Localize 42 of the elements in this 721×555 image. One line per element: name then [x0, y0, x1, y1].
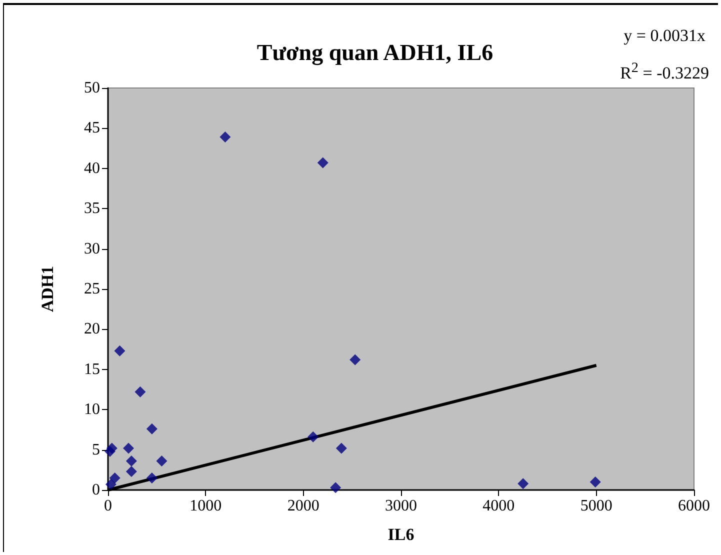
y-tick-label: 5	[92, 441, 100, 458]
point	[123, 442, 134, 454]
y-tick-label: 10	[84, 401, 100, 418]
y-tick-label: 0	[92, 482, 100, 498]
x-tick-label: 6000	[678, 498, 710, 514]
point	[106, 442, 118, 454]
point	[134, 386, 146, 398]
y-tick-label: 50	[84, 80, 100, 96]
x-tick-label: 2000	[287, 498, 320, 514]
point	[156, 456, 168, 467]
x-axis-title: IL6	[388, 525, 414, 544]
point	[330, 482, 342, 494]
text: y = 0.0031x	[622, 25, 706, 47]
chart-title: Tương quan ADH1, IL6	[256, 40, 494, 66]
point	[105, 478, 116, 490]
point	[308, 431, 319, 442]
y-tick-label: 20	[84, 320, 100, 338]
y-tick-label: 45	[84, 120, 100, 137]
x-tick-label: 1000	[190, 498, 222, 514]
point	[317, 157, 328, 168]
y-tick-label: 15	[84, 360, 100, 378]
point	[109, 472, 120, 484]
x-tick-label: 3000	[385, 498, 417, 514]
point	[336, 442, 347, 454]
y-tick-label: 25	[84, 280, 100, 298]
point	[590, 476, 601, 488]
point	[114, 345, 126, 356]
y-tick-label: 35	[84, 200, 100, 218]
point	[518, 478, 529, 490]
point	[220, 132, 231, 143]
x-tick-label: 0	[104, 498, 112, 514]
y-tick-label: 40	[84, 160, 100, 177]
point	[146, 423, 158, 434]
x-tick-label: 5000	[580, 498, 612, 514]
x-tick-label: 4000	[482, 498, 515, 514]
point	[350, 354, 361, 366]
text: R$^{2}$ = -0.3229	[620, 59, 709, 85]
point	[126, 456, 137, 467]
point	[126, 466, 137, 478]
y-tick-label: 30	[84, 240, 100, 258]
y-axis-title: ADH1	[38, 266, 57, 312]
point	[146, 472, 158, 484]
